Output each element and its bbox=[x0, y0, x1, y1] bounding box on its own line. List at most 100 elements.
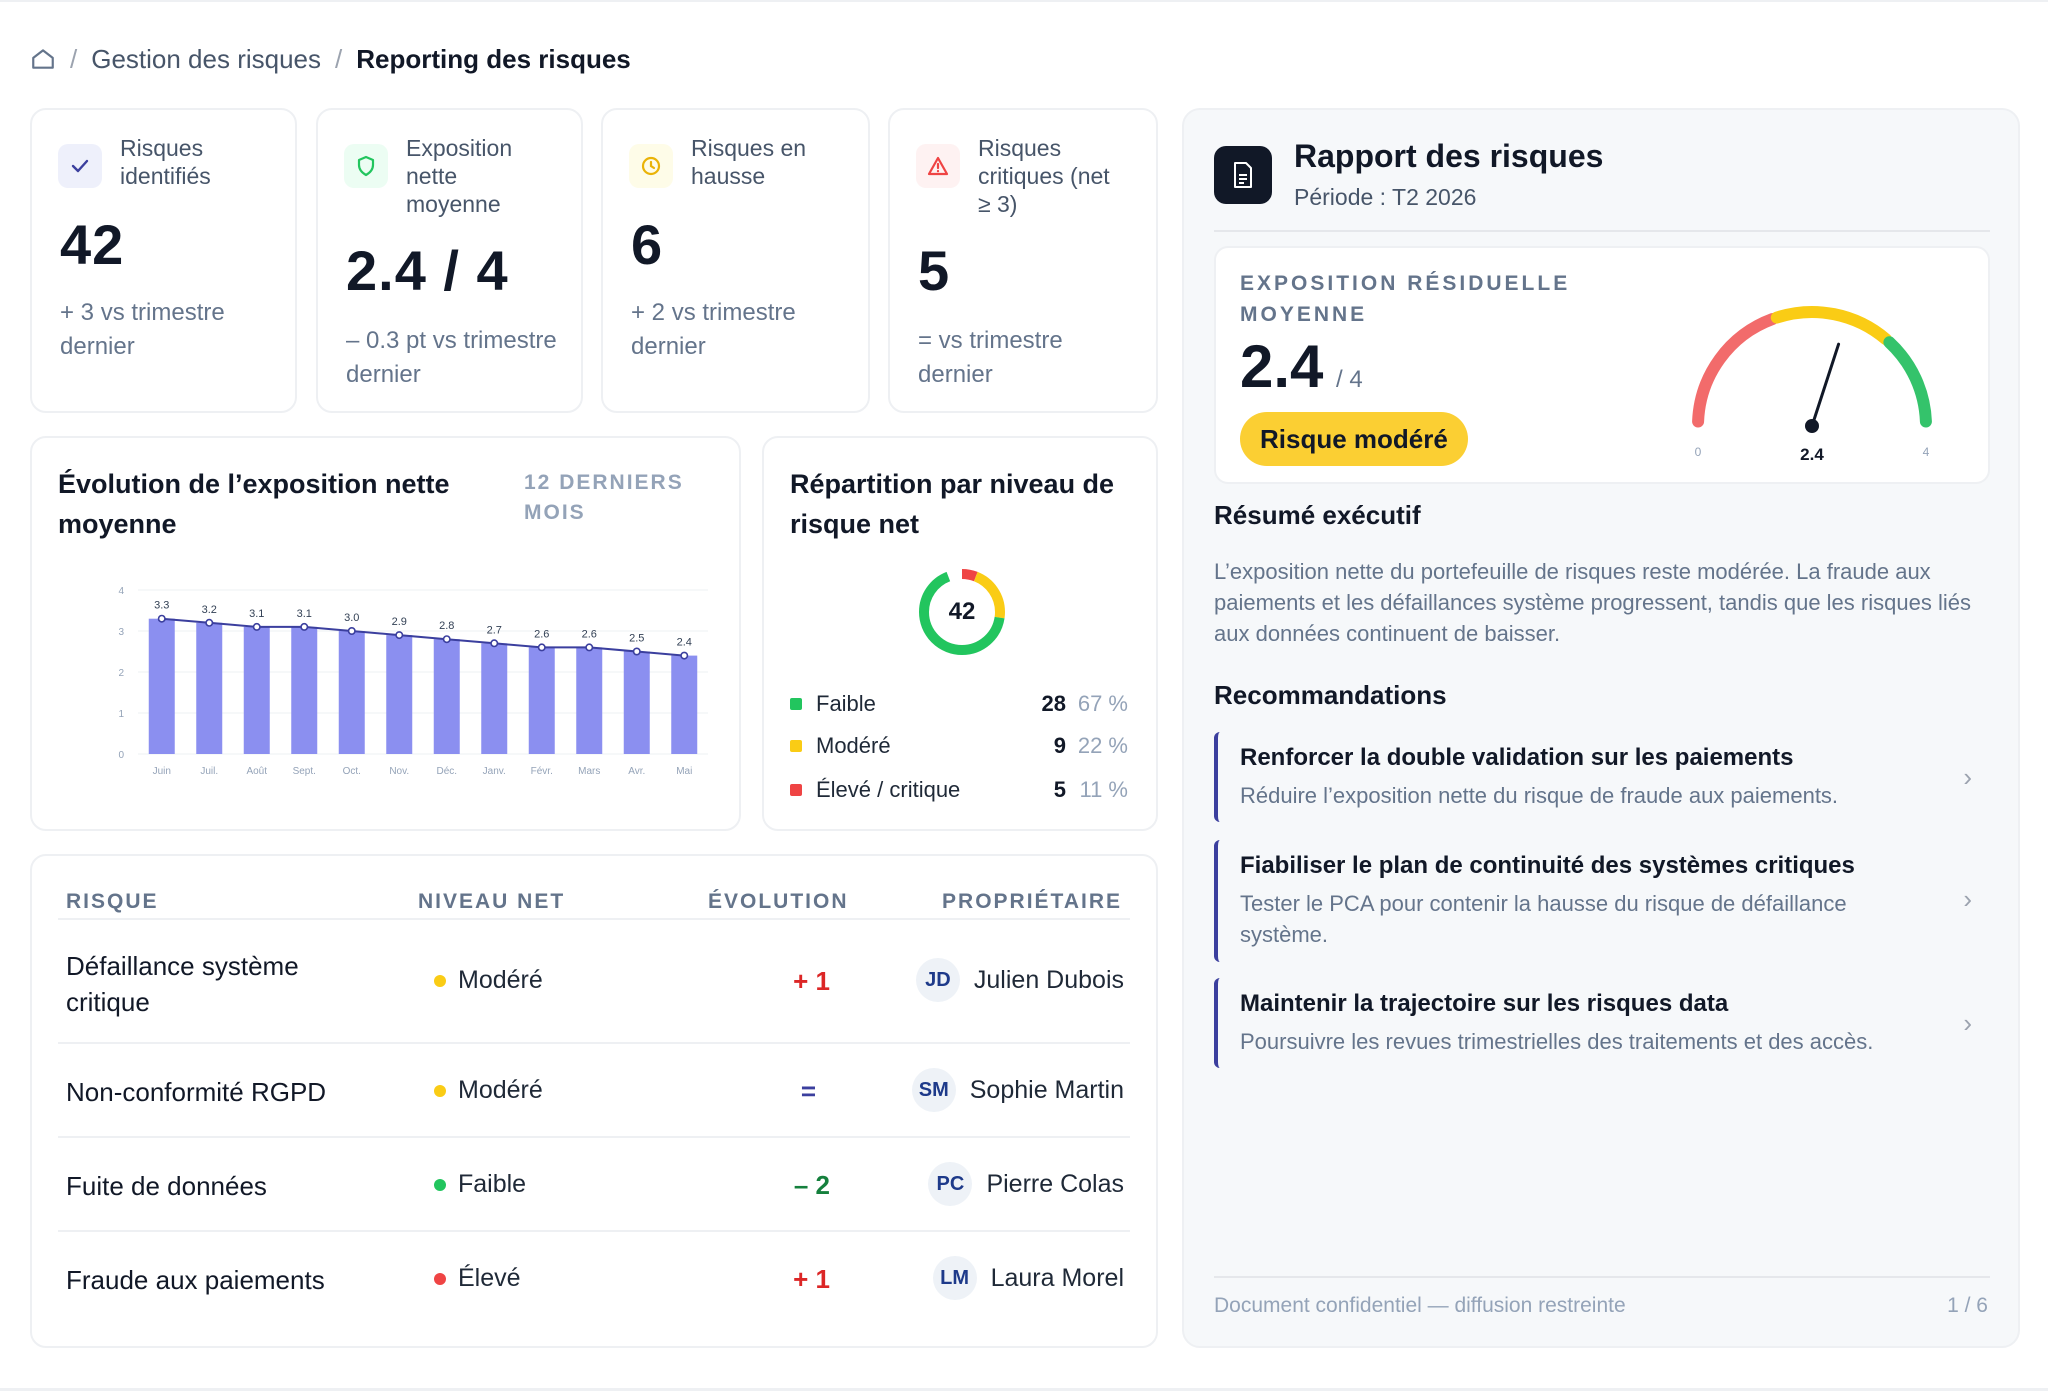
avatar: JD bbox=[915, 958, 960, 1002]
x-tick-label: Déc. bbox=[436, 766, 457, 777]
legend-label: Modéré bbox=[816, 733, 891, 758]
level-dot bbox=[434, 1178, 446, 1191]
trend-point bbox=[442, 635, 451, 644]
report-title: Rapport des risques bbox=[1294, 138, 1604, 174]
trend-point bbox=[347, 626, 356, 635]
kpi-value: 2.4 / 4 bbox=[346, 239, 509, 302]
risk-evolution: + 1 bbox=[793, 966, 830, 996]
owner-name: Sophie Martin bbox=[969, 1075, 1124, 1104]
donut-segment bbox=[919, 569, 1005, 655]
data-label: 2.8 bbox=[439, 620, 454, 632]
recommendations-heading: Recommandations bbox=[1214, 680, 1447, 710]
chevron-right-icon: › bbox=[1963, 1008, 1972, 1038]
avatar: LM bbox=[932, 1256, 977, 1300]
gauge-needle bbox=[1810, 342, 1841, 428]
trend-point bbox=[585, 643, 594, 652]
legend-pct: 11 % bbox=[1079, 777, 1128, 802]
check-icon bbox=[58, 144, 102, 188]
risk-level: Élevé bbox=[434, 1264, 521, 1293]
gauge-min-label: 0 bbox=[1695, 445, 1702, 459]
recommendation-item[interactable]: Renforcer la double validation sur les p… bbox=[1214, 732, 1990, 822]
legend-pct: 67 % bbox=[1077, 691, 1128, 716]
table-row[interactable]: Non-conformité RGPD Modéré = SM Sophie M… bbox=[58, 1042, 1130, 1136]
kpi-delta: = vs trimestre dernier bbox=[918, 327, 1063, 388]
kpi-title: Risques critiques (net ≥ 3) bbox=[978, 135, 1110, 217]
home-icon[interactable] bbox=[30, 46, 56, 72]
kpi-delta: + 2 vs trimestre dernier bbox=[631, 299, 796, 360]
gauge-value: 2.4 bbox=[1240, 333, 1324, 400]
gauge-arc bbox=[1770, 306, 1893, 346]
legend-swatch bbox=[790, 698, 802, 710]
risk-name: Fraude aux paiements bbox=[66, 1265, 325, 1295]
bar bbox=[148, 618, 175, 754]
owner-name: Julien Dubois bbox=[973, 965, 1124, 994]
header-evolution[interactable]: ÉVOLUTION bbox=[708, 890, 849, 913]
breadcrumb-current: Reporting des risques bbox=[356, 43, 631, 74]
risk-evolution: – 2 bbox=[793, 1170, 830, 1200]
recommendation-title: Maintenir la trajectoire sur les risques… bbox=[1240, 990, 1729, 1017]
kpi-card-exposure: Exposition nette moyenne 2.4 / 4 – 0.3 p… bbox=[316, 108, 583, 413]
trend-point bbox=[395, 631, 404, 640]
bar bbox=[433, 639, 460, 754]
level-dot bbox=[434, 1084, 446, 1097]
risk-owner[interactable]: LM Laura Morel bbox=[932, 1256, 1124, 1300]
kpi-delta: + 3 vs trimestre dernier bbox=[60, 299, 225, 360]
table-row[interactable]: Fraude aux paiements Élevé + 1 LM Laura … bbox=[58, 1230, 1130, 1324]
top-divider bbox=[0, 0, 2048, 2]
risk-name: Fuite de données bbox=[66, 1171, 267, 1201]
bar bbox=[291, 626, 318, 754]
header-risk[interactable]: RISQUE bbox=[66, 890, 159, 913]
summary-heading: Résumé exécutif bbox=[1214, 500, 1421, 530]
risk-level: Modéré bbox=[434, 966, 543, 995]
breadcrumb-separator: / bbox=[335, 43, 343, 74]
kpi-value: 5 bbox=[918, 239, 951, 302]
header-owner[interactable]: PROPRIÉTAIRE bbox=[942, 890, 1122, 913]
bar bbox=[338, 631, 365, 754]
owner-name: Pierre Colas bbox=[986, 1169, 1124, 1198]
level-label: Modéré bbox=[458, 966, 543, 994]
gauge-card: EXPOSITION RÉSIDUELLE MOYENNE 2.4 / 4 Ri… bbox=[1214, 246, 1990, 484]
x-tick-label: Févr. bbox=[531, 766, 553, 777]
risk-owner[interactable]: SM Sophie Martin bbox=[911, 1068, 1124, 1112]
gauge-arc bbox=[1883, 336, 1932, 428]
risk-level: Modéré bbox=[434, 1076, 543, 1105]
breadcrumb: / Gestion des risques / Reporting des ri… bbox=[30, 42, 631, 76]
trend-point bbox=[300, 622, 309, 631]
risk-owner[interactable]: JD Julien Dubois bbox=[915, 958, 1124, 1002]
shield-icon bbox=[344, 144, 388, 188]
table-row[interactable]: Fuite de données Faible – 2 PC Pierre Co… bbox=[58, 1136, 1130, 1230]
trend-point bbox=[537, 643, 546, 652]
x-tick-label: Nov. bbox=[389, 766, 409, 777]
chevron-right-icon: › bbox=[1963, 884, 1972, 914]
level-label: Modéré bbox=[458, 1076, 543, 1104]
owner-name: Laura Morel bbox=[990, 1263, 1124, 1292]
distribution-card: Répartition par niveau de risque net 42 … bbox=[762, 436, 1158, 831]
x-tick-label: Mai bbox=[676, 766, 692, 777]
bar bbox=[481, 643, 508, 754]
bar bbox=[576, 647, 603, 754]
y-tick-label: 4 bbox=[118, 586, 124, 597]
header-level[interactable]: NIVEAU NET bbox=[418, 890, 566, 913]
risk-table: RISQUE NIVEAU NET ÉVOLUTION PROPRIÉTAIRE… bbox=[30, 854, 1158, 1348]
trend-point bbox=[205, 618, 214, 627]
y-tick-label: 1 bbox=[118, 709, 124, 720]
recommendation-desc: Réduire l’exposition nette du risque de … bbox=[1240, 783, 1839, 808]
bar bbox=[528, 647, 555, 754]
risk-name: Non-conformité RGPD bbox=[66, 1077, 327, 1107]
summary-text: L’exposition nette du portefeuille de ri… bbox=[1214, 559, 1971, 646]
kpi-card-rising: Risques en hausse 6 + 2 vs trimestre der… bbox=[601, 108, 870, 413]
x-tick-label: Avr. bbox=[628, 766, 645, 777]
recommendation-item[interactable]: Maintenir la trajectoire sur les risques… bbox=[1214, 978, 1990, 1068]
risk-owner[interactable]: PC Pierre Colas bbox=[928, 1162, 1124, 1206]
gauge-label: EXPOSITION RÉSIDUELLE MOYENNE bbox=[1240, 272, 1571, 326]
table-row[interactable]: Défaillance système critique Modéré + 1 … bbox=[58, 918, 1130, 1042]
trend-point bbox=[157, 614, 166, 623]
recommendation-item[interactable]: Fiabiliser le plan de continuité des sys… bbox=[1214, 840, 1990, 962]
x-tick-label: Août bbox=[246, 766, 267, 777]
recommendation-title: Fiabiliser le plan de continuité des sys… bbox=[1240, 852, 1855, 879]
report-period: Période : T2 2026 bbox=[1294, 184, 1477, 210]
trend-point bbox=[680, 651, 689, 660]
chart-period[interactable]: 12 DERNIERS MOIS bbox=[524, 471, 684, 524]
breadcrumb-risk-management[interactable]: Gestion des risques bbox=[91, 43, 322, 74]
data-label: 2.6 bbox=[582, 628, 597, 640]
